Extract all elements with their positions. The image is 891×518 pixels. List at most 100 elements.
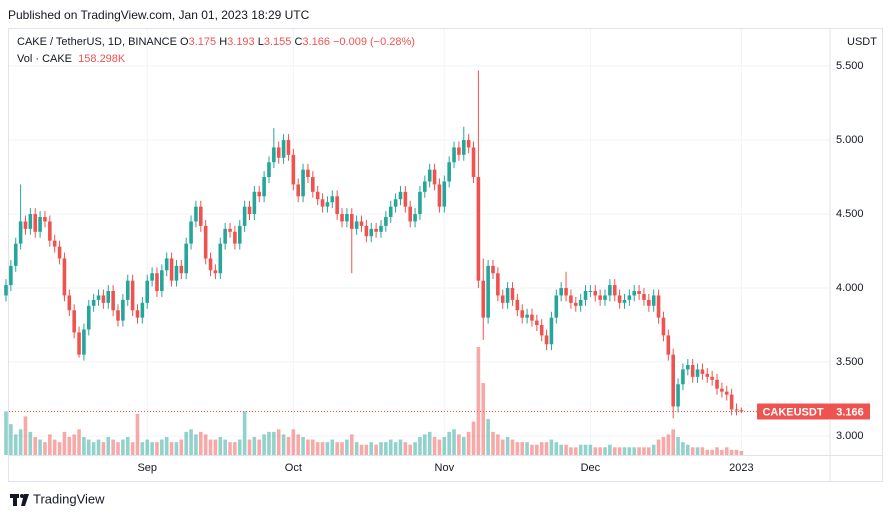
candle-body (690, 365, 695, 377)
volume-bar (525, 442, 529, 455)
volume-bar (486, 419, 490, 455)
volume-bar (569, 447, 573, 455)
volume-bar (442, 437, 447, 455)
candle-body (739, 410, 744, 412)
volume-bar (111, 439, 115, 455)
candle-body (525, 314, 529, 318)
volume-bar (43, 442, 47, 455)
volume-bar (9, 424, 13, 455)
volume-bar (91, 442, 96, 455)
candle-body (539, 325, 544, 336)
volume-bar (228, 442, 232, 455)
volume-bar (130, 442, 135, 455)
candle-body (705, 373, 710, 377)
y-tick-label: 4.500 (836, 208, 864, 220)
volume-bar (724, 447, 729, 455)
candle-body (608, 285, 612, 296)
volume-bar (720, 449, 724, 455)
candle-body (296, 184, 300, 197)
volume-bar (710, 449, 714, 455)
volume-bar (647, 447, 651, 455)
candle-body (715, 379, 719, 389)
ohlc-key: H (219, 36, 228, 48)
candle-body (286, 140, 291, 155)
volume-bar (481, 383, 486, 455)
candle-body (174, 265, 179, 281)
candle-body (267, 162, 271, 178)
volume-bar (23, 416, 28, 455)
volume-bar (671, 429, 675, 455)
volume-bar (203, 434, 208, 455)
candle-body (160, 270, 164, 292)
last-symbol-box (757, 403, 830, 420)
brand: TradingView (33, 491, 105, 506)
volume-bar (403, 442, 408, 455)
volume-bar (715, 447, 719, 455)
volume-bar (729, 449, 734, 455)
candle-body (233, 231, 237, 244)
volume-bar (184, 431, 188, 455)
last-symbol: CAKEUSDT (762, 406, 823, 418)
candle-body (720, 388, 724, 392)
volume-bar (208, 439, 213, 455)
candle-body (101, 295, 106, 303)
legend-row: CAKE / TetherUS, 1D, BINANCE O3.175 H3.1… (17, 36, 415, 48)
candle-body (520, 310, 525, 318)
candle-body (642, 293, 646, 300)
volume-bar (106, 437, 111, 455)
volume-bar (164, 437, 169, 455)
candle-body (43, 217, 47, 222)
volume-bar (38, 439, 42, 455)
candle-body (491, 265, 495, 274)
candle-body (593, 291, 598, 296)
volume-bar (218, 437, 223, 455)
candle-body (23, 221, 28, 229)
volume-bar (52, 439, 57, 455)
volume-bar (62, 431, 67, 455)
candle-body (62, 258, 67, 296)
candle-body (588, 291, 593, 293)
volume-bar (199, 431, 203, 455)
volume-bar (67, 437, 72, 455)
candle-body (247, 206, 252, 215)
candle-body (569, 295, 573, 303)
logo (10, 494, 29, 506)
volume-bar (656, 439, 661, 455)
volume-bar (413, 442, 417, 455)
candle-body (77, 332, 81, 355)
ohlc-key: C (294, 36, 303, 48)
volume-bar (530, 444, 534, 455)
candle-body (695, 369, 700, 377)
candle-body (354, 221, 359, 229)
candle-body (325, 202, 330, 207)
volume-bar (155, 442, 159, 455)
volume-bar (150, 442, 154, 455)
candle-body (125, 280, 130, 300)
volume-bar (28, 431, 33, 455)
candle-body (661, 317, 666, 336)
volume-bar (739, 450, 744, 455)
candle-body (28, 214, 33, 229)
volume-bar (374, 444, 378, 455)
x-tick-label: Nov (435, 462, 455, 474)
volume-bar (96, 439, 101, 455)
candle-body (315, 191, 320, 200)
candle-body (169, 258, 174, 281)
candle-body (281, 140, 286, 158)
ohlc-value: 3.175 (188, 36, 217, 48)
candle-body (554, 295, 559, 318)
volume-bar (291, 429, 296, 455)
y-tick-label: 4.000 (836, 282, 864, 294)
candle-body (106, 291, 111, 303)
volume-bar (461, 437, 466, 455)
volume-bar (690, 447, 695, 455)
candle-body (413, 214, 417, 222)
candle-body (223, 228, 227, 244)
ohlc-value: 3.193 (227, 36, 255, 48)
candle-body (544, 335, 549, 345)
candle-body (13, 243, 18, 266)
candle-body (237, 225, 242, 244)
candle-body (276, 147, 281, 158)
volume-bar (544, 442, 549, 455)
